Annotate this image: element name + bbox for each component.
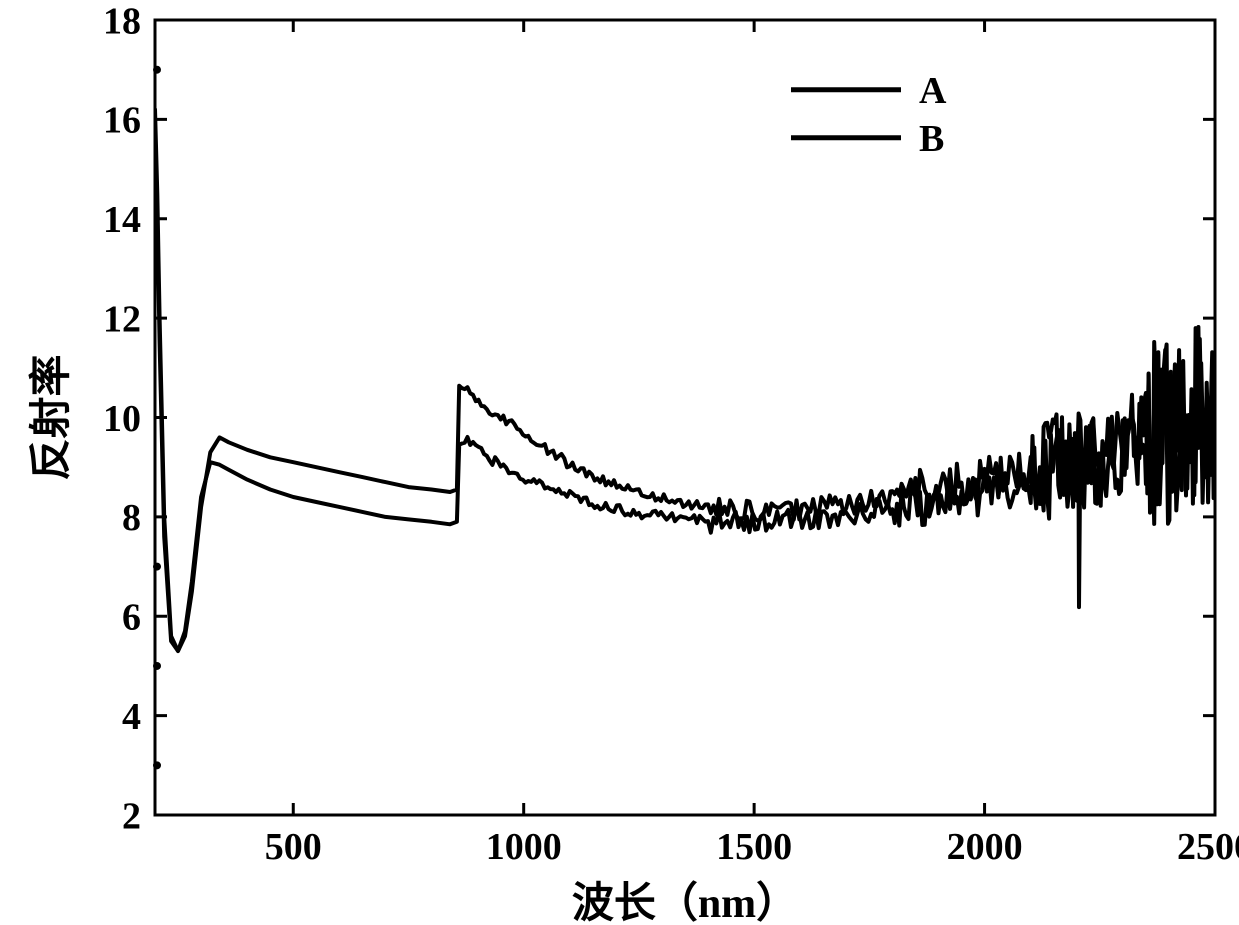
x-tick-label: 1000 (486, 826, 562, 868)
y-tick-label: 6 (122, 597, 141, 639)
chart-svg: 500 1000 1500 2000 2500 2 4 6 8 10 12 14 16 18 波长（nm） 反… (0, 0, 1239, 925)
y-tick-label: 2 (122, 795, 141, 837)
x-axis-label: 波长（nm） (572, 880, 798, 925)
reflectance-chart: 500 1000 1500 2000 2500 2 4 6 8 10 12 14 16 18 波长（nm） 反… (0, 0, 1239, 925)
x-tick-label: 2500 (1177, 826, 1239, 868)
y-tick-label: 12 (103, 298, 141, 340)
y-tick-label: 14 (103, 199, 141, 241)
y-tick-label: 8 (122, 497, 141, 539)
axis-dot (153, 66, 161, 74)
axis-dot (153, 662, 161, 670)
axis-dot (153, 563, 161, 571)
axis-dot (153, 761, 161, 769)
y-tick-label: 18 (103, 0, 141, 42)
y-tick-label: 10 (103, 398, 141, 440)
legend-label: B (919, 118, 944, 160)
y-tick-label: 16 (103, 100, 141, 142)
y-axis-label: 反射率 (28, 354, 75, 480)
legend-label: A (919, 70, 947, 112)
x-tick-label: 1500 (716, 826, 792, 868)
x-tick-label: 500 (265, 826, 322, 868)
y-tick-label: 4 (122, 696, 141, 738)
x-tick-label: 2000 (947, 826, 1023, 868)
